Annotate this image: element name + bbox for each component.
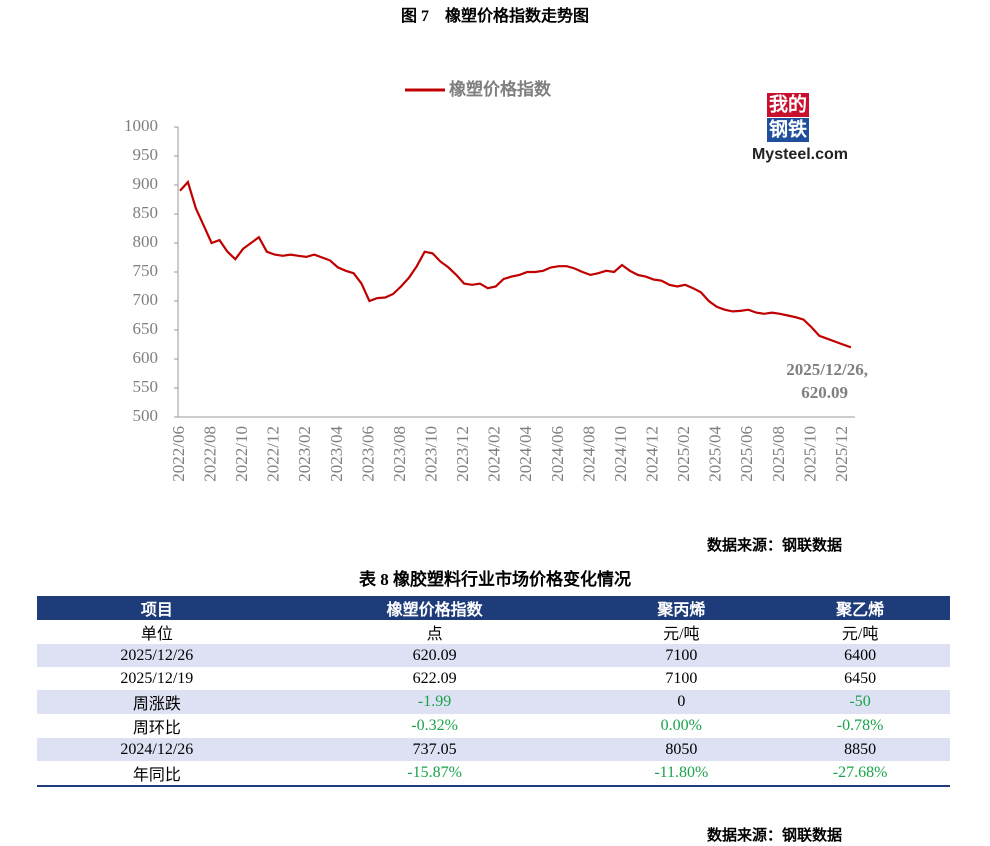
legend-label: 橡塑价格指数	[449, 79, 552, 99]
x-tick-label: 2024/04	[516, 426, 535, 482]
cell: -0.78%	[836, 717, 884, 734]
chart: 橡塑价格指数 我的 钢铁 Mysteel.com 2025/12/26, 620…	[124, 79, 868, 482]
logo-box	[767, 93, 809, 117]
cell: 年同比	[132, 767, 181, 784]
header-row: 项目 橡塑价格指数 聚丙烯 聚乙烯	[37, 596, 950, 620]
cell: -27.68%	[832, 764, 888, 781]
row: 周环比 -0.32% 0.00% -0.78%	[37, 714, 950, 738]
cell: 8050	[592, 738, 771, 761]
x-tick-label: 2025/10	[800, 426, 819, 482]
annotation: 2025/12/26,	[786, 360, 868, 379]
cell: 622.09	[412, 669, 457, 687]
x-tick-label: 2023/06	[358, 426, 377, 482]
cell: 0	[592, 690, 771, 714]
y-tick-label: 700	[133, 290, 159, 309]
x-tick-label: 2025/02	[674, 426, 693, 482]
y-tick-label: 900	[133, 174, 159, 193]
cell: 点	[426, 626, 443, 643]
header-cell: 聚乙烯	[770, 596, 950, 620]
cell: -1.99	[276, 690, 593, 714]
logo-text: Mysteel.com	[752, 146, 848, 163]
x-tick-label: 2023/02	[295, 426, 314, 482]
row: 2025/12/19 622.09 7100 6450	[37, 667, 950, 690]
figure-title: 图 7 橡塑价格指数走势图	[400, 8, 589, 25]
x-tick-label: 2023/08	[390, 426, 409, 482]
cell: 元/吨	[841, 626, 879, 643]
x-tick-label: 2023/12	[453, 426, 472, 482]
cell: -11.80%	[654, 764, 709, 781]
x-tick-label: 2025/06	[737, 426, 756, 482]
cell: 2025/12/19	[120, 669, 194, 687]
row: 2025/12/26 620.09 7100 6400	[37, 644, 950, 667]
source: 数据来源：钢联数据	[706, 828, 842, 844]
x-tick-label: 2022/12	[264, 426, 283, 482]
cell: -50	[770, 690, 950, 714]
x-tick-label: 2024/10	[611, 426, 630, 482]
x-tick-label: 2025/08	[769, 426, 788, 482]
cell: -0.32%	[411, 717, 458, 734]
row: 年同比 -15.87% -11.80% -27.68%	[37, 761, 950, 786]
y-tick-label: 500	[133, 406, 159, 425]
logo-text: 我的	[769, 92, 807, 115]
y-tick-label: 800	[133, 232, 159, 251]
y-tick-label: 1000	[124, 116, 158, 135]
series-line	[179, 179, 852, 349]
x-tick-label: 2025/12	[832, 426, 851, 482]
y-tick-label: 750	[133, 261, 159, 280]
cell: 2025/12/26	[37, 644, 277, 667]
cell: 周涨跌	[37, 690, 277, 714]
annotation: 620.09	[801, 383, 848, 402]
y-tick-label: 650	[133, 319, 159, 338]
cell: 0.00%	[660, 717, 702, 734]
y-tick-label: 850	[133, 203, 159, 222]
cell: 元/吨	[663, 626, 700, 643]
logo-text: 钢铁	[769, 117, 807, 140]
cell: -15.87%	[407, 764, 462, 781]
x-tick-label: 2022/08	[200, 426, 219, 482]
x-tick-label: 2024/02	[485, 426, 504, 482]
header-cell: 项目	[37, 596, 277, 620]
x-tick-label: 2022/10	[232, 426, 251, 482]
logo-box	[767, 118, 809, 142]
x-tick-label: 2024/06	[548, 426, 567, 482]
x-tick-label: 2024/12	[642, 426, 661, 482]
x-tick-label: 2024/08	[579, 426, 598, 482]
cell: 8850	[770, 738, 950, 761]
x-tick-label: 2023/04	[327, 426, 346, 482]
row: 单位 点 元/吨 元/吨	[37, 620, 950, 644]
cell: 单位	[140, 626, 173, 643]
y-tick-label: 550	[133, 377, 159, 396]
source: 数据来源：钢联数据	[706, 538, 842, 554]
y-tick-label: 950	[133, 145, 159, 164]
cell: 6400	[770, 644, 950, 667]
x-tick-label: 2023/10	[421, 426, 440, 482]
table-title: 表 8 橡胶塑料行业市场价格变化情况	[359, 570, 631, 589]
cell: 周环比	[132, 720, 181, 737]
cell: 6450	[844, 669, 877, 687]
cell: 7100	[592, 644, 771, 667]
x-tick-label: 2022/06	[169, 426, 188, 482]
row: 周涨跌 -1.99 0 -50	[37, 690, 950, 714]
table: 项目 橡塑价格指数 聚丙烯 聚乙烯 单位 点 元/吨 元/吨 2025/12/26 620.0…	[37, 596, 950, 787]
header-cell: 橡塑价格指数	[276, 596, 593, 620]
x-tick-label: 2025/04	[706, 426, 725, 482]
cell: 620.09	[276, 644, 593, 667]
header-cell: 聚丙烯	[592, 596, 771, 620]
cell: 7100	[665, 669, 698, 687]
y-tick-label: 600	[133, 348, 159, 367]
row: 2024/12/26 737.05 8050 8850	[37, 738, 950, 761]
cell: 737.05	[276, 738, 593, 761]
cell: 2024/12/26	[37, 738, 277, 761]
